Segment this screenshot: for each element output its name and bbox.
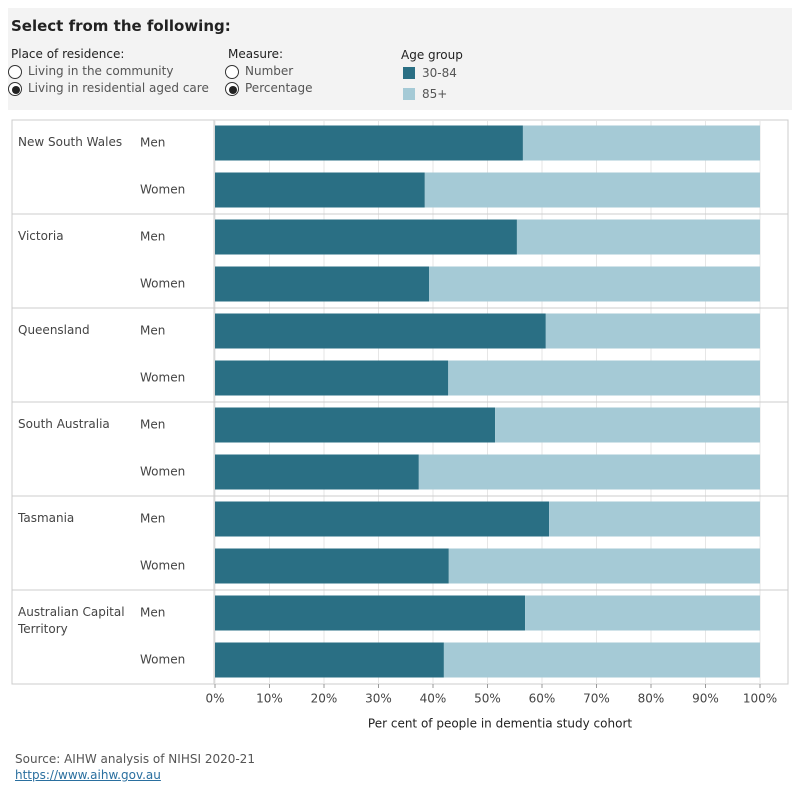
bar-segment	[215, 595, 526, 631]
bar-segment	[215, 172, 425, 208]
bar-segment	[448, 548, 760, 584]
x-tick-label: 50%	[474, 692, 501, 706]
radio-button[interactable]	[225, 65, 239, 79]
radio-dot	[229, 86, 237, 94]
y-tick-label: Women	[140, 371, 185, 385]
x-tick-label: 80%	[638, 692, 665, 706]
radio-dot	[12, 86, 20, 94]
bar-segment	[424, 172, 760, 208]
bar-segment	[215, 125, 523, 161]
x-tick-label: 90%	[692, 692, 719, 706]
bar-segment	[215, 548, 449, 584]
y-tick-label: Men	[140, 512, 165, 526]
bar-segment	[525, 595, 760, 631]
legend-label: 85+	[422, 87, 448, 101]
x-tick-label: 0%	[205, 692, 224, 706]
group-label: Australian Capital Territory	[18, 605, 125, 636]
legend-swatch	[403, 67, 415, 79]
y-tick-label: Men	[140, 606, 165, 620]
bar-segment	[516, 219, 760, 255]
bar-segment	[443, 642, 760, 678]
bar-segment	[545, 313, 760, 349]
y-tick-label: Women	[140, 465, 185, 479]
control-label: Measure:	[228, 47, 284, 61]
filter-panel	[8, 8, 792, 110]
y-tick-label: Men	[140, 324, 165, 338]
group-label: New South Wales	[18, 135, 123, 149]
bar-segment	[215, 266, 430, 302]
y-tick-label: Men	[140, 230, 165, 244]
bar-segment	[215, 219, 517, 255]
bar-segment	[215, 407, 496, 443]
y-tick-label: Women	[140, 653, 185, 667]
x-tick-label: 100%	[743, 692, 777, 706]
radio-option[interactable]: Living in residential aged care	[28, 81, 209, 95]
y-tick-label: Men	[140, 136, 165, 150]
x-tick-label: 70%	[583, 692, 610, 706]
bar-segment	[448, 360, 760, 396]
bar-segment	[215, 313, 546, 349]
radio-option[interactable]: Number	[245, 64, 294, 78]
x-tick-label: 20%	[311, 692, 338, 706]
control-label: Place of residence:	[11, 47, 125, 61]
bar-segment	[549, 501, 760, 537]
x-tick-label: 30%	[365, 692, 392, 706]
radio-option[interactable]: Percentage	[245, 81, 313, 95]
radio-button[interactable]	[8, 65, 22, 79]
bar-segment	[495, 407, 760, 443]
bar-segment	[215, 501, 550, 537]
bar-segment	[215, 642, 444, 678]
panel-title: Select from the following:	[11, 17, 231, 35]
radio-option[interactable]: Living in the community	[28, 64, 174, 78]
legend-swatch	[403, 88, 415, 100]
source-link[interactable]: https://www.aihw.gov.au	[15, 768, 161, 782]
x-tick-label: 10%	[256, 692, 283, 706]
x-tick-label: 60%	[529, 692, 556, 706]
bar-segment	[522, 125, 760, 161]
group-label: Queensland	[18, 323, 90, 337]
group-label: Tasmania	[18, 511, 75, 525]
bar-segment	[418, 454, 760, 490]
y-tick-label: Men	[140, 418, 165, 432]
x-axis-title: Per cent of people in dementia study coh…	[368, 717, 632, 731]
bar-segment	[215, 454, 419, 490]
y-tick-label: Women	[140, 183, 185, 197]
bar-segment	[215, 360, 449, 396]
legend-title: Age group	[401, 48, 463, 62]
y-tick-label: Women	[140, 277, 185, 291]
legend-label: 30-84	[422, 66, 457, 80]
y-tick-label: Women	[140, 559, 185, 573]
source: Source: AIHW analysis of NIHSI 2020-21	[15, 752, 255, 766]
bar-segment	[429, 266, 760, 302]
group-label: South Australia	[18, 417, 110, 431]
group-label: Victoria	[18, 229, 64, 243]
x-tick-label: 40%	[420, 692, 447, 706]
